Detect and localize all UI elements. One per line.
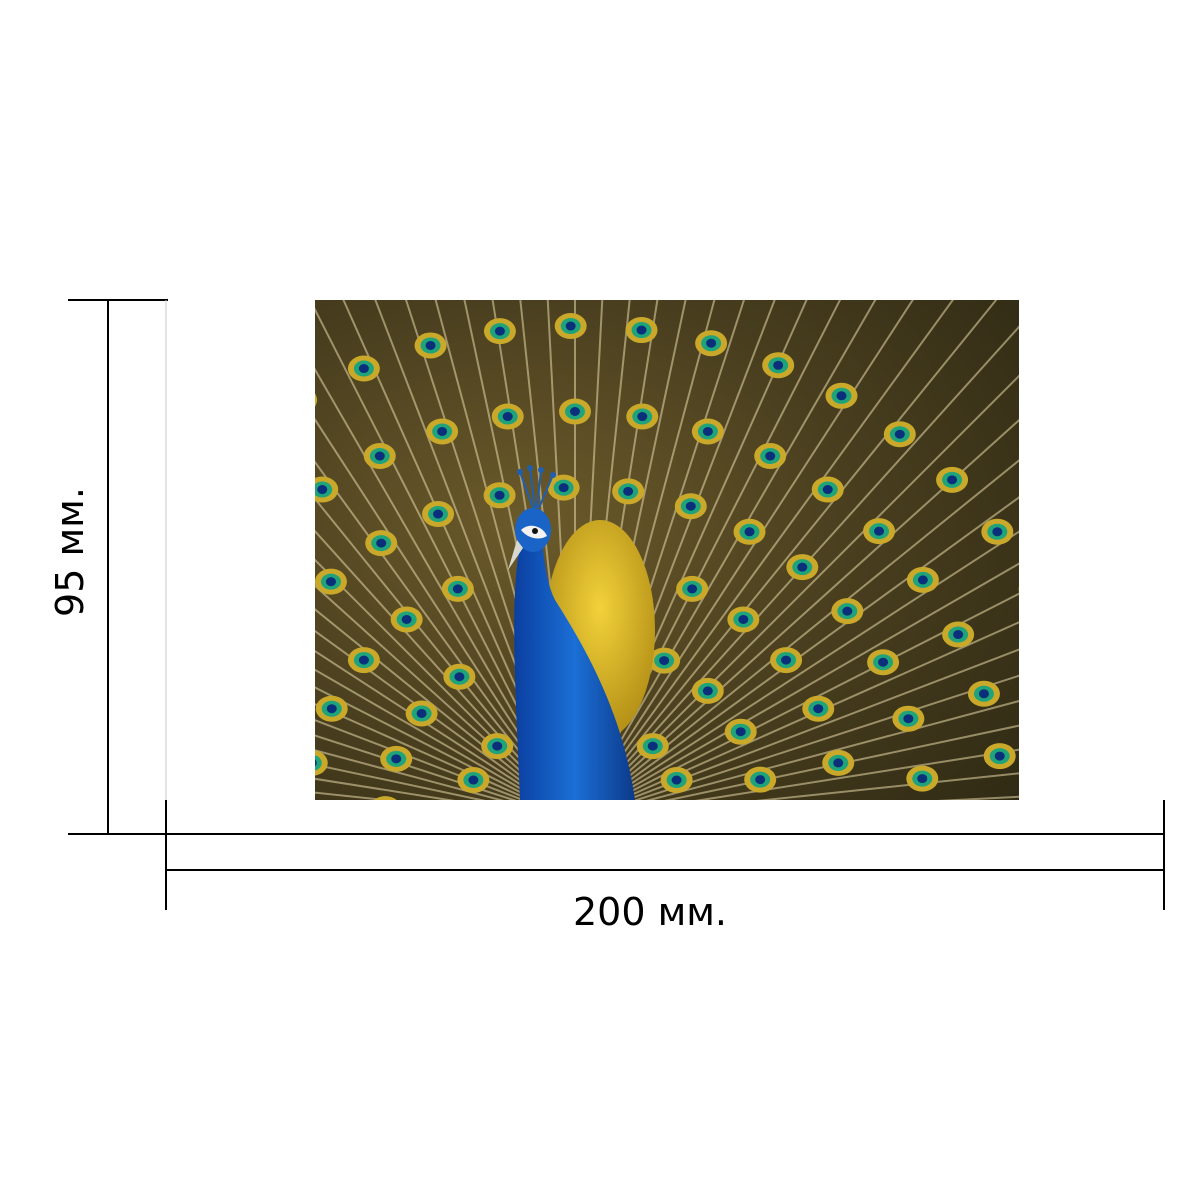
height-label: 95 мм.	[48, 487, 92, 617]
width-label: 200 мм.	[572, 890, 728, 934]
peacock-photo-icon	[315, 300, 1019, 800]
